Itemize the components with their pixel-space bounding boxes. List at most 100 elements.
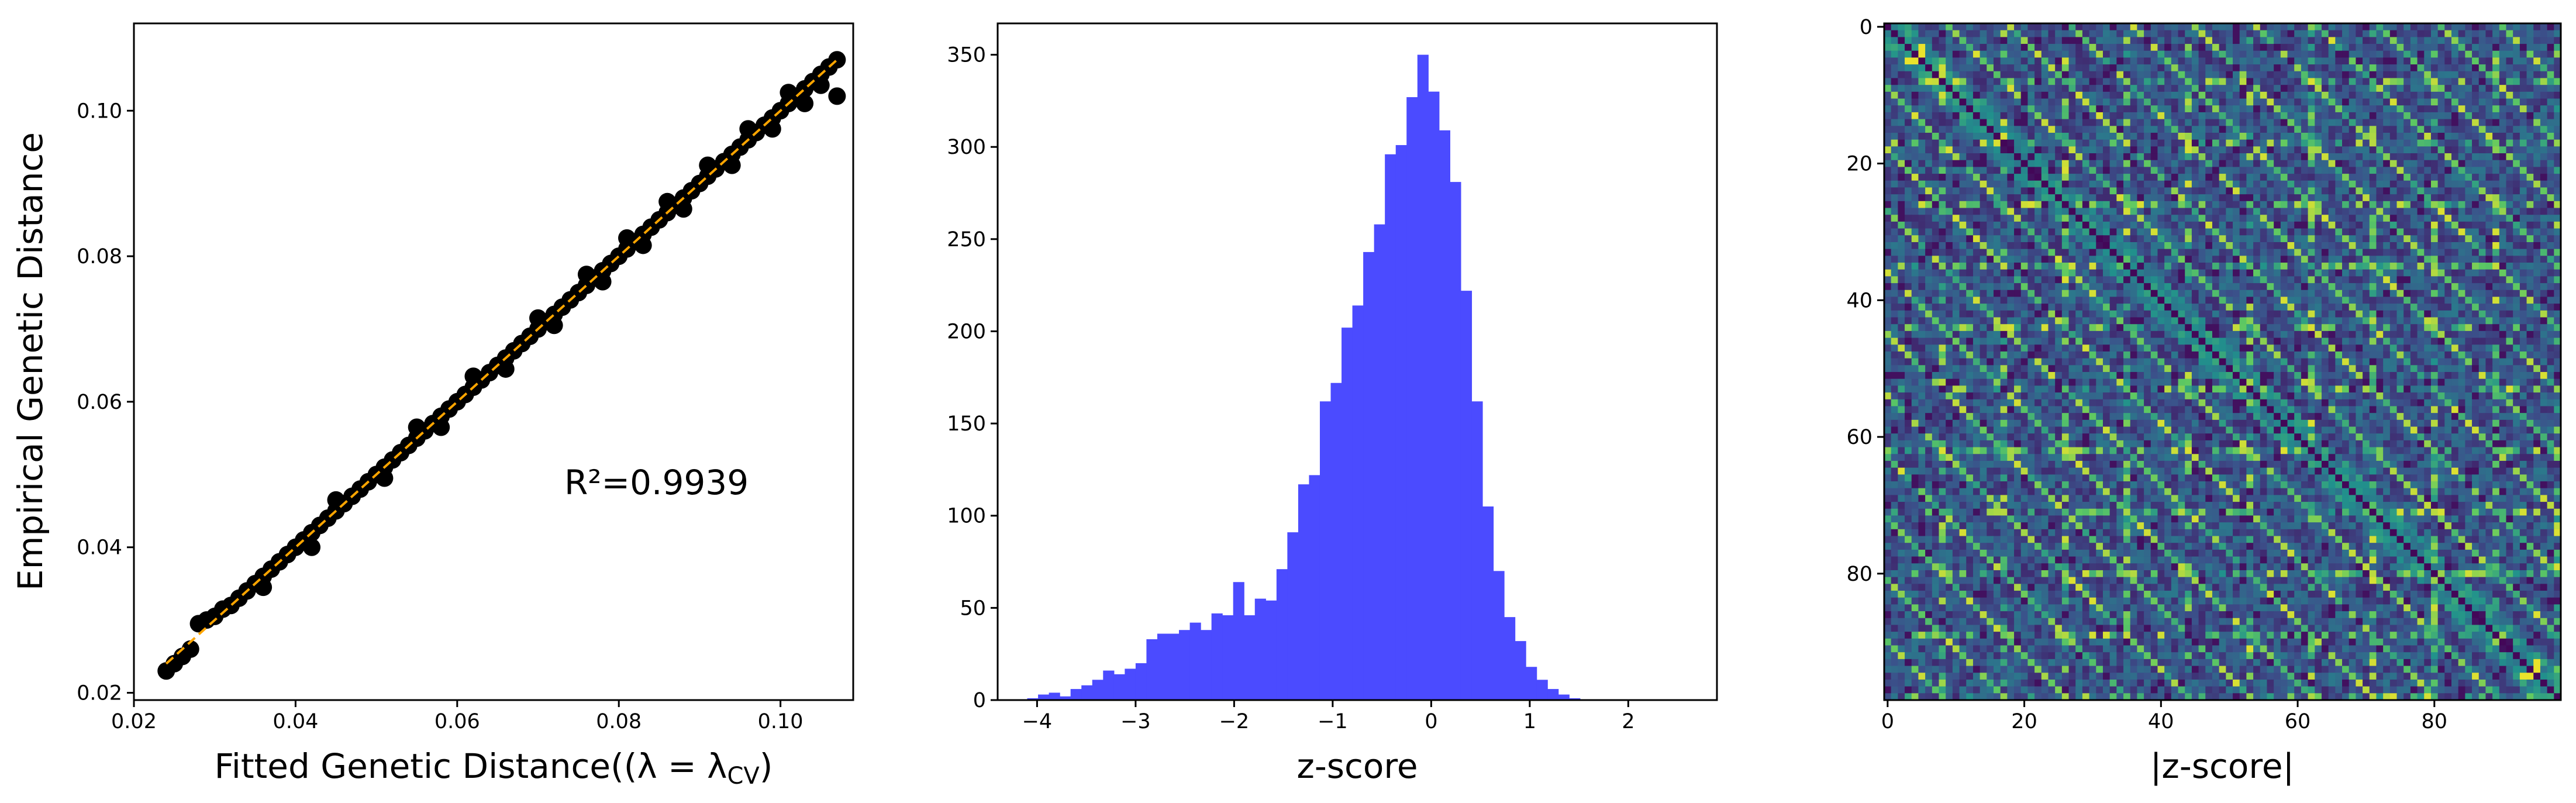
heatmap-cell	[2116, 37, 2124, 44]
heatmap-cell	[2212, 112, 2220, 120]
heatmap-cell	[2513, 297, 2520, 304]
heatmap-cell	[2191, 317, 2199, 325]
heatmap-cell	[2376, 30, 2384, 37]
heatmap-cell	[2082, 57, 2090, 65]
heatmap-cell	[2294, 44, 2302, 51]
heatmap-cell	[2328, 330, 2336, 339]
heatmap-cell	[1905, 98, 1912, 106]
heatmap-cell	[1972, 85, 1981, 92]
heatmap-cell	[1959, 194, 1967, 202]
heatmap-cell	[2191, 242, 2199, 250]
heatmap-cell	[2376, 221, 2384, 229]
heatmap-cell	[2233, 85, 2240, 92]
heatmap-cell	[2485, 139, 2493, 147]
heatmap-cell	[2301, 146, 2309, 154]
heatmap-cell	[2034, 126, 2042, 133]
histogram-xtick-label: 0	[1425, 710, 1437, 733]
heatmap-cell	[2034, 180, 2042, 188]
heatmap-cell	[2410, 242, 2418, 250]
heatmap-cell	[1925, 304, 1933, 311]
heatmap-cell	[1932, 242, 1939, 250]
heatmap-cell	[2506, 297, 2513, 304]
heatmap-cell	[2472, 180, 2480, 188]
heatmap-cell	[2061, 126, 2070, 133]
heatmap-cell	[2308, 221, 2315, 229]
heatmap-cell	[2014, 71, 2022, 78]
heatmap-cell	[2061, 324, 2070, 332]
heatmap-cell	[2055, 174, 2063, 181]
heatmap-cell	[2328, 146, 2336, 154]
heatmap-cell	[1911, 187, 1919, 195]
heatmap-cell	[1891, 242, 1898, 250]
heatmap-cell	[2061, 269, 2070, 277]
heatmap-cell	[2246, 215, 2254, 222]
heatmap-cell	[2356, 71, 2363, 78]
heatmap-cell	[2376, 324, 2384, 332]
heatmap-cell	[2403, 276, 2411, 284]
heatmap-cell	[2547, 194, 2554, 202]
heatmap-cell	[2089, 337, 2096, 345]
heatmap-cell	[2540, 160, 2548, 167]
heatmap-cell	[2389, 310, 2398, 318]
heatmap-cell	[1905, 249, 1912, 256]
heatmap-cell	[1966, 242, 1974, 250]
heatmap-cell	[1993, 351, 2001, 359]
heatmap-cell	[2096, 283, 2103, 291]
heatmap-cell	[2403, 263, 2411, 270]
heatmap-cell	[2513, 310, 2520, 318]
heatmap-cell	[2403, 160, 2411, 167]
heatmap-cell	[1918, 221, 1926, 229]
heatmap-cell	[2526, 317, 2534, 325]
heatmap-cell	[2294, 105, 2302, 113]
heatmap-cell	[1932, 215, 1939, 222]
heatmap-cell	[2185, 297, 2192, 304]
heatmap-cell	[1932, 23, 1939, 31]
heatmap-cell	[2328, 324, 2336, 332]
heatmap-cell	[2219, 221, 2226, 229]
heatmap-cell	[1932, 290, 1939, 297]
heatmap-cell	[1959, 317, 1967, 325]
heatmap-cell	[2267, 276, 2274, 284]
heatmap-cell	[2410, 78, 2418, 85]
heatmap-cell	[2554, 194, 2561, 202]
heatmap-cell	[2492, 201, 2500, 209]
heatmap-cell	[1911, 71, 1919, 78]
heatmap-cell	[2055, 269, 2063, 277]
heatmap-cell	[1993, 126, 2001, 133]
heatmap-cell	[1987, 276, 1994, 284]
heatmap-cell	[2506, 126, 2513, 133]
heatmap-cell	[1993, 208, 2001, 215]
heatmap-cell	[2041, 249, 2049, 256]
heatmap-cell	[2123, 30, 2131, 37]
heatmap-cell	[2212, 242, 2220, 250]
heatmap-cell	[2150, 153, 2158, 161]
heatmap-cell	[2369, 249, 2377, 256]
heatmap-cell	[2547, 235, 2554, 243]
heatmap-cell	[2205, 304, 2213, 311]
heatmap-cell	[2499, 276, 2507, 284]
heatmap-cell	[2260, 30, 2267, 37]
heatmap-cell	[2020, 91, 2028, 99]
heatmap-cell	[2027, 146, 2035, 154]
heatmap-cell	[2437, 344, 2445, 352]
heatmap-cell	[2055, 180, 2063, 188]
heatmap-cell	[2198, 283, 2206, 291]
heatmap-cell	[2437, 180, 2445, 188]
heatmap-cell	[2328, 23, 2336, 31]
heatmap-cell	[2000, 249, 2008, 256]
heatmap-cell	[2212, 71, 2220, 78]
heatmap-cell	[1918, 119, 1926, 126]
heatmap-cell	[2226, 249, 2233, 256]
heatmap-cell	[2212, 317, 2220, 325]
heatmap-cell	[1966, 174, 1974, 181]
heatmap-cell	[1959, 337, 1967, 345]
heatmap-cell	[2185, 180, 2192, 188]
heatmap-cell	[2253, 337, 2261, 345]
heatmap-cell	[2417, 71, 2425, 78]
heatmap-cell	[2116, 71, 2124, 78]
heatmap-cell	[2068, 310, 2076, 318]
heatmap-cell	[2506, 187, 2513, 195]
heatmap-cell	[2226, 221, 2233, 229]
heatmap-cell	[2430, 330, 2439, 339]
heatmap-cell	[1884, 85, 1892, 92]
